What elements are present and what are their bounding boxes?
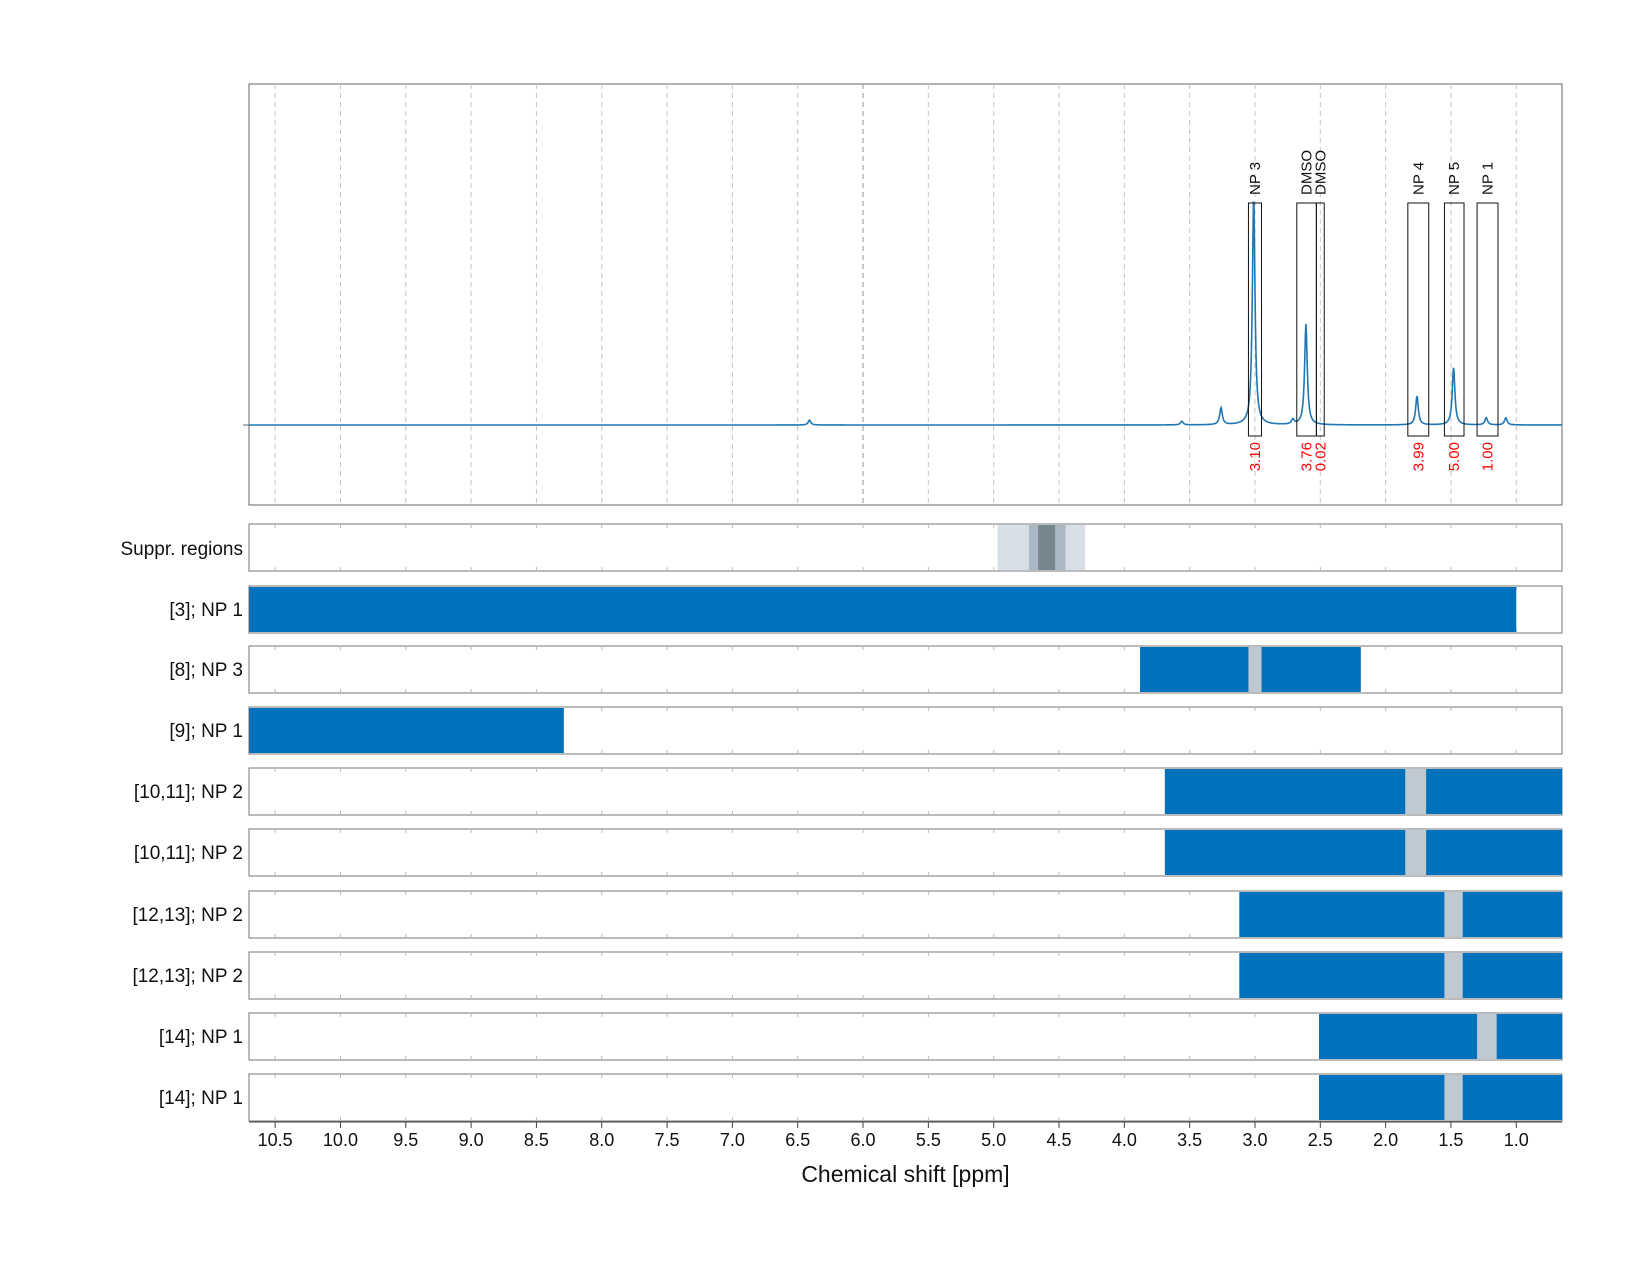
annotation-label: DMSO <box>1299 150 1316 195</box>
x-tick-label: 1.0 <box>1504 1130 1529 1150</box>
annotation-value: 3.10 <box>1247 442 1264 471</box>
track-bar <box>1164 769 1562 814</box>
x-tick-label: 10.0 <box>323 1130 358 1150</box>
track-panel <box>248 645 1563 694</box>
track-gap <box>1405 769 1427 814</box>
annotation-value: 3.99 <box>1410 442 1427 471</box>
annotation-box <box>1407 202 1430 437</box>
track-bar <box>249 708 564 753</box>
annotation-label: NP 4 <box>1410 162 1427 195</box>
x-tick-label: 5.5 <box>916 1130 941 1150</box>
x-tick-label: 7.0 <box>720 1130 745 1150</box>
x-tick-label: 8.0 <box>589 1130 614 1150</box>
spectrum-panel-frame <box>248 83 1563 506</box>
track-label: [3]; NP 1 <box>169 600 243 621</box>
suppression-label: Suppr. regions <box>120 539 243 560</box>
annotation-value: 3.76 <box>1299 442 1316 471</box>
x-tick-label: 2.5 <box>1308 1130 1333 1150</box>
track-gap <box>1477 1014 1497 1059</box>
x-tick-label: 5.0 <box>981 1130 1006 1150</box>
x-tick-label: 4.5 <box>1046 1130 1071 1150</box>
track-gap <box>1444 892 1463 937</box>
spectrum-trace <box>249 201 1562 426</box>
track-label: [12,13]; NP 2 <box>132 905 243 926</box>
annotation-box <box>1315 202 1325 437</box>
track-bar <box>1239 953 1562 998</box>
x-tick-label: 9.0 <box>459 1130 484 1150</box>
track-gap <box>1444 1075 1463 1120</box>
track-label: [14]; NP 1 <box>159 1088 243 1109</box>
suppression-region <box>1038 525 1056 570</box>
annotation-box <box>1476 202 1499 437</box>
x-tick-label: 4.0 <box>1112 1130 1137 1150</box>
track-bar <box>1239 892 1562 937</box>
x-tick-label: 6.0 <box>851 1130 876 1150</box>
track-label: [10,11]; NP 2 <box>134 843 243 864</box>
track-bar <box>1164 830 1562 875</box>
annotation-label: NP 3 <box>1247 162 1264 195</box>
x-tick-label: 8.5 <box>524 1130 549 1150</box>
track-gap <box>1405 830 1427 875</box>
annotation-box <box>1443 202 1465 437</box>
track-label: [12,13]; NP 2 <box>132 966 243 987</box>
track-label: [14]; NP 1 <box>159 1027 243 1048</box>
x-tick-label: 1.5 <box>1438 1130 1463 1150</box>
suppression-panel <box>248 523 1563 572</box>
x-tick-label: 2.0 <box>1373 1130 1398 1150</box>
track-bar <box>1318 1014 1562 1059</box>
annotation-value: 0.02 <box>1312 442 1329 471</box>
track-bar <box>249 587 1517 632</box>
annotation-value: 5.00 <box>1446 442 1463 471</box>
annotation-value: 1.00 <box>1480 442 1497 471</box>
x-tick-label: 7.5 <box>655 1130 680 1150</box>
track-gap <box>1248 647 1262 692</box>
x-tick-label: 3.0 <box>1242 1130 1267 1150</box>
track-label: [10,11]; NP 2 <box>134 782 243 803</box>
annotation-label: NP 1 <box>1480 162 1497 195</box>
track-label: [8]; NP 3 <box>169 660 243 681</box>
x-tick-label: 10.5 <box>258 1130 293 1150</box>
annotation-label: NP 5 <box>1446 162 1463 195</box>
track-label: [9]; NP 1 <box>169 721 243 742</box>
x-tick-label: 3.5 <box>1177 1130 1202 1150</box>
annotation-box <box>1247 202 1263 437</box>
x-tick-label: 6.5 <box>785 1130 810 1150</box>
track-gap <box>1444 953 1463 998</box>
x-axis-title: Chemical shift [ppm] <box>801 1161 1009 1187</box>
track-bar <box>1318 1075 1562 1120</box>
annotation-label: DMSO <box>1312 150 1329 195</box>
x-tick-label: 9.5 <box>393 1130 418 1150</box>
